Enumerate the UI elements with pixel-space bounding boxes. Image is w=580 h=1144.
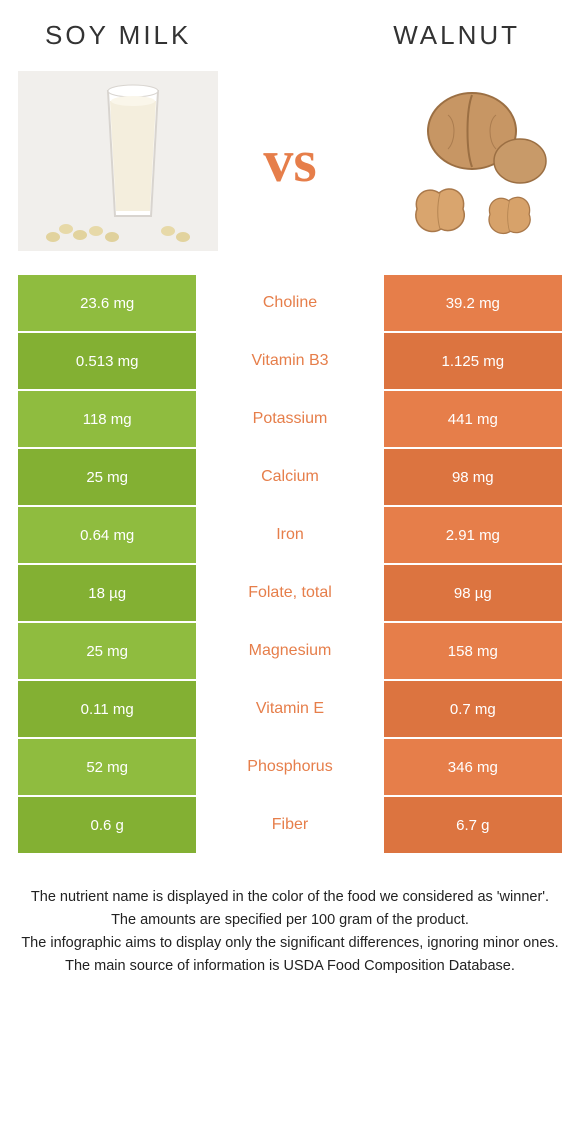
table-row: 0.513 mgVitamin B31.125 mg [18, 331, 562, 389]
left-value: 23.6 mg [18, 275, 196, 331]
nutrient-name: Folate, total [196, 565, 383, 621]
left-value: 0.11 mg [18, 681, 196, 737]
nutrient-name: Phosphorus [196, 739, 383, 795]
nutrient-name: Calcium [196, 449, 383, 505]
right-value: 158 mg [384, 623, 562, 679]
left-value: 18 µg [18, 565, 196, 621]
title-row: Soy milk Walnut [0, 0, 580, 61]
nutrient-name: Iron [196, 507, 383, 563]
left-food-title: Soy milk [45, 20, 191, 51]
table-row: 18 µgFolate, total98 µg [18, 563, 562, 621]
right-value: 98 µg [384, 565, 562, 621]
footnote-line: The infographic aims to display only the… [12, 933, 568, 954]
right-value: 2.91 mg [384, 507, 562, 563]
nutrient-name: Magnesium [196, 623, 383, 679]
right-value: 6.7 g [384, 797, 562, 853]
footnote-line: The amounts are specified per 100 gram o… [12, 910, 568, 931]
right-value: 39.2 mg [384, 275, 562, 331]
nutrient-name: Vitamin B3 [196, 333, 383, 389]
left-value: 0.64 mg [18, 507, 196, 563]
hero-row: vs [0, 61, 580, 273]
nutrient-name: Fiber [196, 797, 383, 853]
footnotes: The nutrient name is displayed in the co… [0, 853, 580, 977]
nutrient-name: Choline [196, 275, 383, 331]
table-row: 52 mgPhosphorus346 mg [18, 737, 562, 795]
left-food-image [18, 71, 218, 251]
vs-label: vs [263, 127, 316, 196]
left-value: 25 mg [18, 449, 196, 505]
table-row: 118 mgPotassium441 mg [18, 389, 562, 447]
footnote-line: The main source of information is USDA F… [12, 956, 568, 977]
table-row: 0.64 mgIron2.91 mg [18, 505, 562, 563]
left-value: 118 mg [18, 391, 196, 447]
right-value: 1.125 mg [384, 333, 562, 389]
footnote-line: The nutrient name is displayed in the co… [12, 887, 568, 908]
left-value: 52 mg [18, 739, 196, 795]
table-row: 0.6 gFiber6.7 g [18, 795, 562, 853]
right-value: 441 mg [384, 391, 562, 447]
table-row: 23.6 mgCholine39.2 mg [18, 273, 562, 331]
right-value: 98 mg [384, 449, 562, 505]
table-row: 25 mgMagnesium158 mg [18, 621, 562, 679]
nutrient-name: Vitamin E [196, 681, 383, 737]
comparison-table: 23.6 mgCholine39.2 mg0.513 mgVitamin B31… [18, 273, 562, 853]
table-row: 25 mgCalcium98 mg [18, 447, 562, 505]
left-value: 0.6 g [18, 797, 196, 853]
right-value: 346 mg [384, 739, 562, 795]
right-food-image [362, 71, 562, 251]
left-value: 0.513 mg [18, 333, 196, 389]
right-food-title: Walnut [393, 20, 520, 51]
table-row: 0.11 mgVitamin E0.7 mg [18, 679, 562, 737]
right-value: 0.7 mg [384, 681, 562, 737]
nutrient-name: Potassium [196, 391, 383, 447]
left-value: 25 mg [18, 623, 196, 679]
